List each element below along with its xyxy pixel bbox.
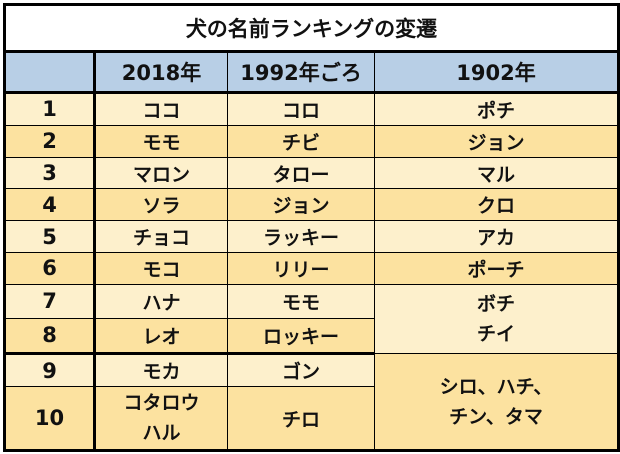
merged-line-1: ボチ [476, 292, 515, 315]
table-row: 6 モコ リリー ポーチ [4, 252, 619, 285]
rank-cell: 4 [4, 188, 96, 222]
name-1992: リリー [227, 252, 375, 285]
table-row: 4 ソラ ジョン クロ [4, 188, 619, 222]
header-rank [4, 51, 96, 94]
name-2018: モコ [94, 252, 228, 285]
merged-line-2: チン、タマ [449, 405, 543, 428]
name-1902-merged-7-8: ボチ チイ [374, 283, 619, 355]
name-1992: ゴン [227, 353, 375, 387]
rank-cell: 7 [4, 283, 96, 319]
merged-line-2: チイ [476, 322, 515, 345]
table-row: 8 レオ ロッキー [4, 317, 619, 356]
rank-cell: 6 [4, 252, 96, 285]
header-1902: 1902年 [374, 51, 619, 94]
name-2018: ハナ [94, 283, 228, 319]
header-row: 2018年 1992年ごろ 1902年 [4, 51, 619, 94]
name-1902: マル [374, 156, 619, 190]
name-2018: マロン [94, 156, 228, 190]
table-row: 9 モカ ゴン シロ、ハチ、 チン、タマ [4, 353, 619, 451]
header-1992: 1992年ごろ [227, 51, 375, 94]
rank-cell: 8 [4, 317, 96, 356]
table-row: 2 モモ チビ ジョン [4, 124, 619, 158]
rank-cell: 5 [4, 220, 96, 254]
merged-line-1: シロ、ハチ、 [439, 375, 553, 398]
name-2018: コタロウ ハル [94, 386, 228, 451]
name-1902-merged-9-10: シロ、ハチ、 チン、タマ [374, 353, 619, 451]
name-1992: チビ [227, 124, 375, 158]
name-1992: ラッキー [227, 220, 375, 254]
rank-cell: 10 [4, 386, 96, 451]
table-row: 5 チョコ ラッキー アカ [4, 220, 619, 254]
name-1902: アカ [374, 220, 619, 254]
name-1902: ジョン [374, 124, 619, 158]
name-1902: クロ [374, 188, 619, 222]
name-2018: ココ [94, 92, 228, 126]
table-row: 3 マロン タロー マル [4, 156, 619, 190]
name-1992: モモ [227, 283, 375, 319]
name-2018: レオ [94, 317, 228, 356]
name-1992: コロ [227, 92, 375, 126]
table-row: 10 コタロウ ハル チロ [4, 386, 619, 451]
table-row: 1 ココ コロ ポチ [4, 92, 619, 126]
name-1902: ポーチ [374, 252, 619, 285]
rank-cell: 3 [4, 156, 96, 190]
rank-cell: 1 [4, 92, 96, 126]
name-1902: ポチ [374, 92, 619, 126]
name-2018: モカ [94, 353, 228, 387]
dog-name-ranking-table: 犬の名前ランキングの変遷 2018年 1992年ごろ 1902年 1 ココ コロ… [3, 3, 620, 452]
title-row: 犬の名前ランキングの変遷 [4, 4, 619, 53]
name-1992: ジョン [227, 188, 375, 222]
name-line-1: コタロウ [123, 392, 200, 414]
table-title: 犬の名前ランキングの変遷 [4, 4, 619, 53]
name-1992: タロー [227, 156, 375, 190]
name-1992: ロッキー [227, 317, 375, 356]
name-line-2: ハル [142, 422, 181, 444]
name-2018: チョコ [94, 220, 228, 254]
rank-cell: 2 [4, 124, 96, 158]
header-2018: 2018年 [94, 51, 228, 94]
rank-cell: 9 [4, 353, 96, 387]
name-1992: チロ [227, 386, 375, 451]
table-row: 7 ハナ モモ ボチ チイ [4, 283, 619, 355]
name-2018: モモ [94, 124, 228, 158]
name-2018: ソラ [94, 188, 228, 222]
